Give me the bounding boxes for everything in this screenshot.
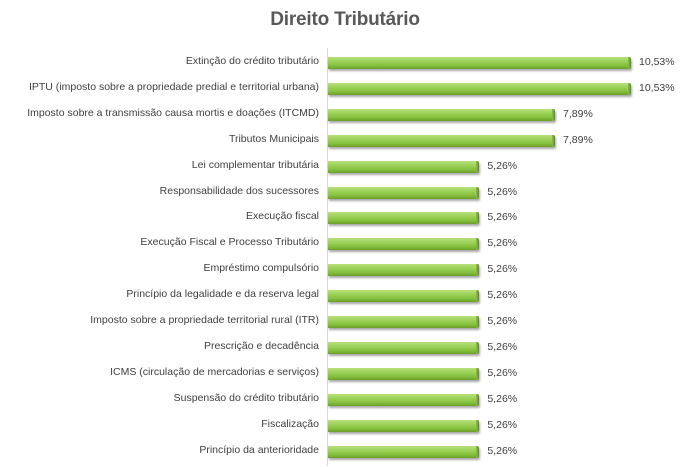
category-label: Imposto sobre a propriedade territorial …: [90, 314, 319, 326]
bar-row: Lei complementar tributária 5,26%: [0, 154, 690, 180]
bar: [328, 393, 480, 406]
value-label: 10,53%: [639, 56, 675, 68]
value-label: 5,26%: [487, 263, 518, 276]
bar: [328, 238, 480, 251]
value-label: 5,26%: [487, 159, 518, 172]
bar: [328, 160, 480, 173]
category-label: Empréstimo compulsório: [203, 262, 319, 275]
bar: [328, 316, 480, 328]
value-label: 5,26%: [487, 418, 518, 431]
bar: [328, 445, 480, 458]
category-label: Princípio da anterioridade: [199, 443, 319, 456]
bar: [328, 341, 480, 354]
bar: [328, 367, 480, 380]
bar-row: Suspensão do crédito tributário 5,26%: [0, 387, 690, 413]
bar-row: IPTU (imposto sobre a propriedade predia…: [0, 76, 690, 102]
category-label: Execução Fiscal e Processo Tributário: [140, 236, 319, 249]
category-label: Imposto sobre a transmissão causa mortis…: [27, 106, 319, 119]
bar: [328, 134, 556, 147]
value-label: 7,89%: [563, 133, 593, 146]
bar: [328, 108, 556, 121]
value-label: 10,53%: [639, 81, 675, 94]
bar: [328, 419, 480, 432]
category-label: Lei complementar tributária: [191, 158, 319, 171]
category-label: ICMS (circulação de mercadorias e serviç…: [110, 365, 319, 378]
value-label: 5,26%: [487, 444, 518, 457]
bar-row: Imposto sobre a propriedade territorial …: [0, 309, 690, 335]
value-label: 7,89%: [563, 107, 593, 120]
bar-row: Extinção do crédito tributário 10,53%: [0, 50, 690, 76]
value-label: 5,26%: [487, 340, 518, 353]
bar-row: Execução Fiscal e Processo Tributário 5,2…: [0, 231, 690, 257]
category-label: Prescrição e decadência: [204, 339, 319, 352]
bar-row: Fiscalização 5,26%: [0, 413, 690, 439]
bar-row: Empréstimo compulsório 5,26%: [0, 257, 690, 283]
bar: [328, 290, 480, 303]
category-label: Tributos Municipais: [228, 132, 319, 145]
value-label: 5,26%: [487, 185, 518, 198]
bar: [328, 82, 631, 95]
bar-row: ICMS (circulação de mercadorias e serviç…: [0, 361, 690, 387]
bar-row: Prescrição e decadência 5,26%: [0, 335, 690, 361]
category-label: Extinção do crédito tributário: [185, 55, 319, 67]
bar: [328, 264, 480, 277]
bar-row: Princípio da anterioridade 5,26%: [0, 439, 690, 465]
bar-row: Tributos Municipais 7,89%: [0, 128, 690, 154]
bar: [328, 186, 480, 199]
category-label: Responsabilidade dos sucessores: [159, 184, 319, 197]
bar-row: Responsabilidade dos sucessores 5,26%: [0, 180, 690, 206]
bar-row: Execução fiscal 5,26%: [0, 205, 690, 231]
value-label: 5,26%: [487, 211, 518, 224]
value-label: 5,26%: [487, 289, 518, 302]
value-label: 5,26%: [487, 392, 518, 405]
value-label: 5,26%: [487, 237, 518, 250]
category-label: Suspensão do crédito tributário: [173, 391, 319, 404]
category-axis-line: [327, 48, 328, 466]
value-label: 5,26%: [487, 315, 518, 327]
category-label: Execução fiscal: [246, 210, 319, 223]
category-label: IPTU (imposto sobre a propriedade predia…: [28, 80, 319, 93]
value-label: 5,26%: [487, 366, 518, 379]
bar: [328, 212, 480, 225]
bar-row: Imposto sobre a transmissão causa mortis…: [0, 102, 690, 128]
bar-row: Princípio da legalidade e da reserva leg…: [0, 283, 690, 309]
category-label: Fiscalização: [261, 417, 319, 430]
category-label: Princípio da legalidade e da reserva leg…: [126, 288, 319, 301]
bar: [328, 57, 631, 69]
chart-title: Direito Tributário: [270, 9, 420, 30]
